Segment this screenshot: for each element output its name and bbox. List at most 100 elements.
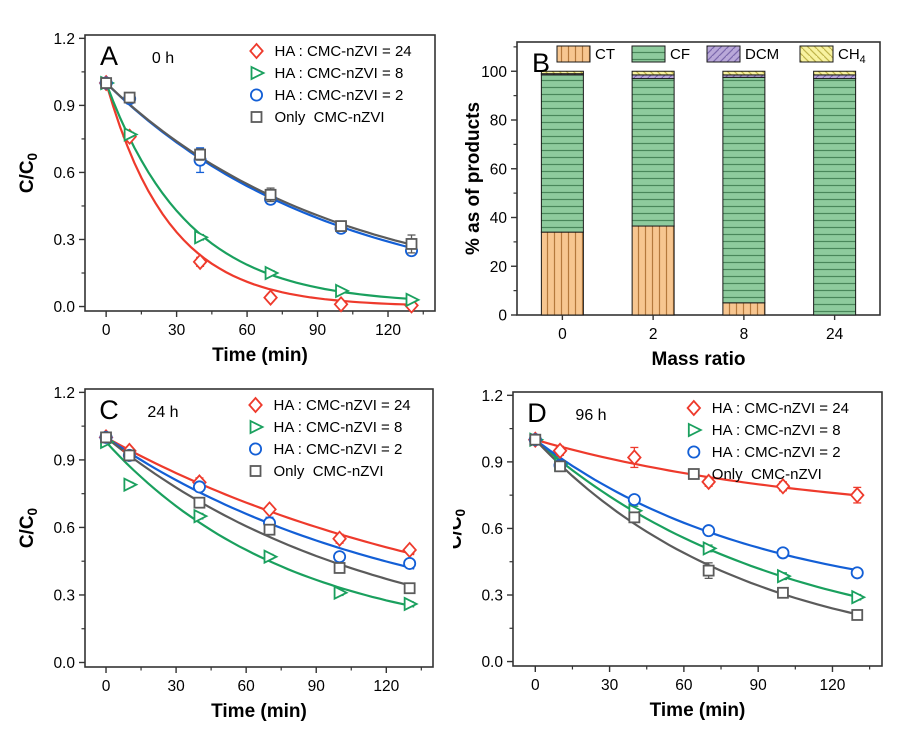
chart-panel-A: 0 30 60 90 120 0.0 0.3 0.6 0.9 1.2 Time (min) C/C0 A… (17, 31, 436, 366)
triangle-right-marker (263, 549, 279, 565)
triangle-right-marker (687, 422, 703, 438)
square-marker (333, 562, 346, 574)
svg-text:0.6: 0.6 (53, 520, 75, 537)
chart-panel-D: 0 30 60 90 120 0.0 0.3 0.6 0.9 1.2 Time (min) C/C0 D… (445, 388, 883, 721)
svg-text:0: 0 (102, 678, 111, 695)
svg-text:0.0: 0.0 (481, 654, 503, 671)
diamond-marker (192, 253, 208, 271)
fit-curve (105, 436, 415, 570)
legend-swatch (799, 45, 834, 63)
square-marker (702, 564, 715, 577)
panel-label: B (532, 48, 550, 78)
legend: HA : CMC-nZVI = 24 HA : CMC-nZVI = 8 HA : … (248, 396, 411, 480)
svg-text:120: 120 (373, 678, 399, 695)
bar-segment (813, 70, 857, 76)
square-marker (264, 188, 277, 201)
diamond-marker (262, 501, 277, 518)
x-axis-label: Time (min) (650, 700, 746, 721)
svg-text:0.9: 0.9 (53, 98, 75, 115)
plot-box (516, 41, 881, 316)
square-marker (194, 148, 207, 161)
svg-text:120: 120 (820, 677, 846, 694)
triangle-right-marker (194, 229, 210, 245)
diamond-marker (552, 442, 568, 460)
svg-text:100: 100 (481, 64, 507, 81)
chart-panel-B: 0 20 40 60 80 100 0 2 8 24 Mass ratio % as of produ… (463, 41, 881, 370)
series-only-cmc-nzvi (529, 433, 864, 621)
bar-segment (540, 70, 584, 75)
svg-text:30: 30 (601, 677, 619, 694)
legend-swatch (631, 45, 666, 63)
legend: HA : CMC-nZVI = 24 HA : CMC-nZVI = 8 HA : … (249, 42, 412, 126)
bar-segment (722, 302, 766, 316)
series-only-cmc-nzvi (100, 77, 418, 254)
panel-d-kinetics-96h: 0 30 60 90 120 0.0 0.3 0.6 0.9 1.2 Time (min) C/C0 D… (445, 373, 906, 746)
diamond-marker (332, 530, 347, 548)
legend-label: HA : CMC-nZVI = 8 (274, 419, 403, 436)
bar-segment (540, 74, 584, 233)
x-tick-label: 0 (558, 326, 567, 343)
triangle-right-marker (403, 596, 419, 612)
diamond-marker (263, 289, 278, 306)
legend-swatch (556, 45, 591, 63)
y-axis: 0 20 40 60 80 100 (481, 46, 517, 325)
fit-curves (534, 438, 863, 617)
square-marker (100, 431, 112, 444)
triangle-right-marker (250, 65, 266, 81)
legend-label: HA : CMC-nZVI = 24 (275, 43, 412, 60)
triangle-right-marker (335, 283, 351, 299)
svg-text:0: 0 (498, 308, 507, 325)
fit-curve (105, 436, 415, 556)
svg-text:0.6: 0.6 (481, 521, 503, 538)
fit-curve (105, 82, 417, 301)
legend-label: HA : CMC-nZVI = 2 (712, 444, 841, 461)
panel-label: D (527, 398, 547, 428)
square-marker (554, 460, 566, 473)
square-marker (687, 468, 700, 480)
legend-label: HA : CMC-nZVI = 2 (274, 441, 403, 458)
fit-curve (534, 438, 863, 617)
svg-text:0: 0 (102, 322, 111, 339)
square-marker (193, 496, 206, 509)
panel-a-kinetics-0h: 0 30 60 90 120 0.0 0.3 0.6 0.9 1.2 Time (min) C/C0 A… (0, 0, 453, 373)
svg-text:60: 60 (490, 161, 508, 178)
diamond-marker (626, 449, 642, 466)
triangle-right-marker (123, 126, 139, 142)
circle-marker (403, 556, 417, 570)
svg-text:30: 30 (168, 322, 186, 339)
square-marker (777, 586, 789, 599)
svg-text:1.2: 1.2 (481, 388, 503, 405)
triangle-right-marker (777, 568, 792, 584)
svg-text:90: 90 (750, 677, 768, 694)
series-ha-cmc-nzvi-8 (100, 75, 421, 308)
series-only-cmc-nzvi (100, 431, 416, 595)
svg-text:1.2: 1.2 (53, 31, 75, 48)
bar-segment (540, 231, 584, 316)
svg-text:90: 90 (308, 678, 326, 695)
svg-text:0.0: 0.0 (53, 655, 75, 672)
fit-curves (105, 436, 415, 608)
y-axis: 0.0 0.3 0.6 0.9 1.2 (481, 388, 513, 671)
diamond-marker (775, 477, 791, 495)
series-ha-cmc-nzvi-8 (100, 434, 419, 612)
svg-text:0.0: 0.0 (53, 299, 75, 316)
legend-label: CH4 (838, 46, 866, 66)
triangle-right-marker (405, 292, 421, 308)
triangle-right-marker (333, 585, 349, 601)
fit-curve (105, 82, 417, 247)
square-marker (628, 511, 641, 524)
y-axis: 0.0 0.3 0.6 0.9 1.2 (53, 385, 85, 672)
chart-panel-C: 0 30 60 90 120 0.0 0.3 0.6 0.9 1.2 Time (min) C/C0 C… (17, 385, 434, 722)
circle-marker (687, 445, 701, 459)
svg-text:0.6: 0.6 (53, 165, 75, 182)
square-marker (529, 433, 542, 446)
legend-swatch (706, 45, 741, 63)
panel-c-kinetics-24h: 0 30 60 90 120 0.0 0.3 0.6 0.9 1.2 Time (min) C/C0 C… (0, 373, 453, 746)
circle-marker (249, 442, 263, 456)
square-marker (100, 77, 113, 89)
legend-label: HA : CMC-nZVI = 24 (274, 397, 411, 414)
y-axis: 0.0 0.3 0.6 0.9 1.2 (53, 31, 85, 316)
y-axis-label: C/C0 (17, 507, 40, 548)
triangle-right-marker (249, 419, 265, 435)
bar-segment (631, 74, 675, 80)
